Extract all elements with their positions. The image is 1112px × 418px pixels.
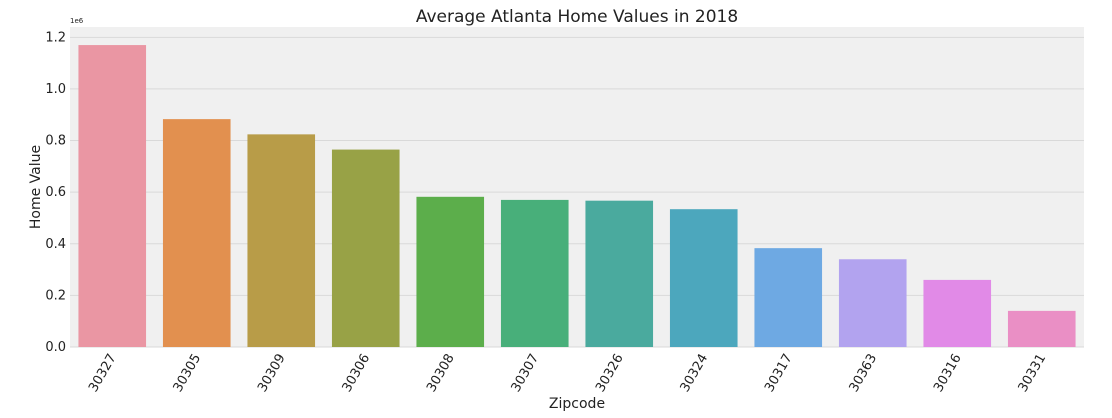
y-axis-ticks: 0.0 0.2 0.4 0.6 0.8 1.0 1.2	[45, 30, 66, 355]
bar-30316	[923, 279, 992, 347]
x-axis-label: Zipcode	[549, 396, 605, 412]
bar-30317	[754, 248, 823, 347]
bar-30305	[162, 119, 231, 348]
y-tick-label: 0.4	[45, 237, 66, 252]
plot-area	[70, 27, 1084, 347]
x-tick-label: 30309	[255, 352, 289, 395]
x-tick-label: 30324	[678, 352, 712, 395]
x-axis-ticks: 30327 30305 30309 30306 30308 30307 30326 30324…	[86, 352, 1049, 395]
x-tick-label: 30317	[762, 352, 796, 395]
y-tick-label: 0.0	[45, 340, 66, 355]
gridlines	[70, 36, 1084, 348]
x-tick-label: 30306	[340, 352, 374, 395]
x-tick-label: 30316	[931, 352, 965, 395]
x-tick-label: 30327	[86, 352, 120, 395]
bar-30309	[247, 134, 316, 347]
bar-30326	[585, 200, 654, 347]
bar-30363	[838, 259, 907, 347]
x-tick-label: 30305	[171, 352, 205, 395]
y-tick-label: 0.6	[45, 185, 66, 200]
bar-30308	[416, 196, 485, 347]
bar-30307	[500, 199, 569, 347]
bar-30306	[331, 149, 400, 347]
bars	[78, 45, 1076, 348]
y-offset-label: 1e6	[70, 17, 84, 25]
x-tick-label: 30363	[847, 352, 881, 395]
bar-30327	[78, 45, 147, 348]
x-tick-label: 30308	[424, 352, 458, 395]
y-tick-label: 0.2	[45, 288, 66, 303]
x-tick-label: 30307	[509, 352, 543, 395]
y-tick-label: 1.0	[45, 82, 66, 97]
x-tick-label: 30331	[1016, 352, 1050, 395]
y-axis-label: Home Value	[28, 145, 44, 229]
bar-30324	[669, 209, 738, 347]
y-tick-label: 0.8	[45, 134, 66, 149]
chart-title: Average Atlanta Home Values in 2018	[416, 7, 738, 27]
y-tick-label: 1.2	[45, 30, 66, 45]
x-tick-label: 30326	[593, 352, 627, 395]
bar-30331	[1007, 310, 1076, 347]
